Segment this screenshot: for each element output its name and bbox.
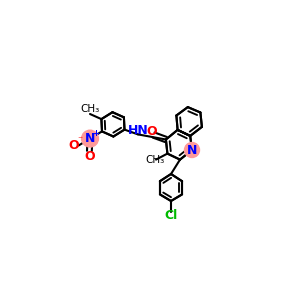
Text: CH₃: CH₃ — [80, 104, 100, 115]
Text: O: O — [147, 125, 158, 138]
Text: N: N — [187, 143, 197, 157]
Circle shape — [82, 130, 98, 147]
Circle shape — [184, 142, 200, 158]
Text: O: O — [84, 150, 95, 163]
Text: +: + — [92, 129, 100, 138]
Text: N: N — [85, 132, 95, 145]
Text: ⁻: ⁻ — [78, 135, 83, 145]
Text: HN: HN — [128, 124, 148, 137]
Text: CH₃: CH₃ — [145, 154, 164, 165]
Text: Cl: Cl — [164, 208, 178, 222]
Text: O: O — [68, 139, 79, 152]
